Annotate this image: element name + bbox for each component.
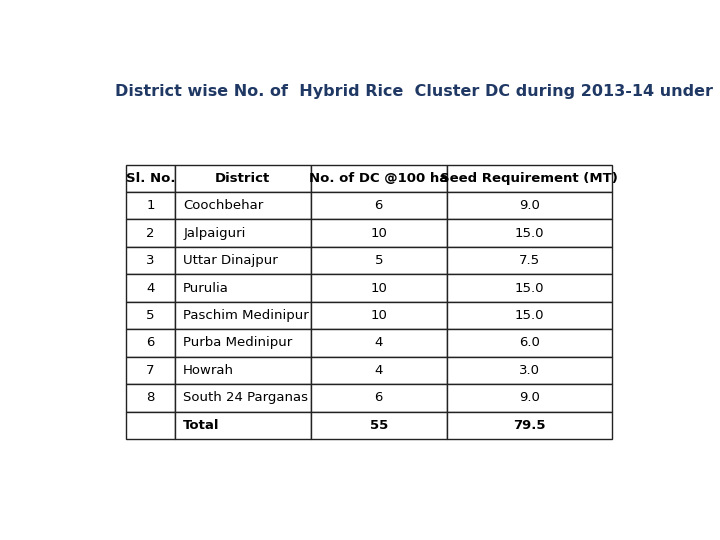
Text: District: District: [215, 172, 271, 185]
Bar: [311, 247, 446, 274]
Text: Seed Requirement (MT): Seed Requirement (MT): [440, 172, 618, 185]
Bar: [446, 329, 612, 357]
Text: 4: 4: [146, 281, 155, 295]
Text: 9.0: 9.0: [519, 199, 539, 212]
Text: 4: 4: [374, 364, 383, 377]
Bar: [126, 192, 175, 219]
Text: 5: 5: [374, 254, 383, 267]
Bar: [311, 302, 446, 329]
Text: 10: 10: [370, 227, 387, 240]
Bar: [311, 329, 446, 357]
Text: Purulia: Purulia: [183, 281, 229, 295]
Bar: [126, 247, 175, 274]
Bar: [311, 165, 446, 192]
Bar: [175, 357, 311, 384]
Text: 15.0: 15.0: [515, 227, 544, 240]
Bar: [311, 274, 446, 302]
Text: 5: 5: [146, 309, 155, 322]
Text: 7: 7: [146, 364, 155, 377]
Bar: [311, 411, 446, 439]
Bar: [175, 247, 311, 274]
Bar: [446, 247, 612, 274]
Bar: [126, 384, 175, 411]
Text: 2: 2: [146, 227, 155, 240]
Text: Coochbehar: Coochbehar: [183, 199, 264, 212]
Bar: [175, 165, 311, 192]
Text: District wise No. of  Hybrid Rice  Cluster DC during 2013-14 under NFSM-Rice: District wise No. of Hybrid Rice Cluster…: [115, 84, 720, 98]
Bar: [311, 219, 446, 247]
Bar: [126, 411, 175, 439]
Text: Purba Medinipur: Purba Medinipur: [183, 336, 292, 349]
Text: 10: 10: [370, 309, 387, 322]
Bar: [175, 219, 311, 247]
Text: 79.5: 79.5: [513, 419, 546, 432]
Text: Uttar Dinajpur: Uttar Dinajpur: [183, 254, 278, 267]
Bar: [446, 165, 612, 192]
Bar: [175, 274, 311, 302]
Text: No. of DC @100 ha: No. of DC @100 ha: [309, 172, 449, 185]
Text: Total: Total: [183, 419, 220, 432]
Bar: [126, 302, 175, 329]
Bar: [175, 302, 311, 329]
Text: Jalpaiguri: Jalpaiguri: [183, 227, 246, 240]
Text: 6: 6: [374, 199, 383, 212]
Text: Howrah: Howrah: [183, 364, 234, 377]
Bar: [311, 357, 446, 384]
Text: 4: 4: [374, 336, 383, 349]
Bar: [446, 302, 612, 329]
Bar: [446, 219, 612, 247]
Text: 6: 6: [146, 336, 155, 349]
Bar: [175, 192, 311, 219]
Text: 6: 6: [374, 392, 383, 404]
Text: 1: 1: [146, 199, 155, 212]
Bar: [446, 384, 612, 411]
Bar: [126, 219, 175, 247]
Text: 10: 10: [370, 281, 387, 295]
Bar: [175, 329, 311, 357]
Bar: [175, 384, 311, 411]
Text: South 24 Parganas: South 24 Parganas: [183, 392, 308, 404]
Text: 3.0: 3.0: [518, 364, 540, 377]
Bar: [126, 329, 175, 357]
Bar: [126, 357, 175, 384]
Text: 6.0: 6.0: [519, 336, 539, 349]
Bar: [126, 274, 175, 302]
Text: 15.0: 15.0: [515, 309, 544, 322]
Text: Sl. No.: Sl. No.: [126, 172, 175, 185]
Bar: [311, 192, 446, 219]
Bar: [126, 165, 175, 192]
Text: 55: 55: [369, 419, 388, 432]
Text: 15.0: 15.0: [515, 281, 544, 295]
Bar: [446, 411, 612, 439]
Bar: [175, 411, 311, 439]
Bar: [446, 192, 612, 219]
Text: 3: 3: [146, 254, 155, 267]
Text: 7.5: 7.5: [518, 254, 540, 267]
Text: 9.0: 9.0: [519, 392, 539, 404]
Text: 8: 8: [146, 392, 155, 404]
Bar: [311, 384, 446, 411]
Bar: [446, 357, 612, 384]
Bar: [446, 274, 612, 302]
Text: Paschim Medinipur: Paschim Medinipur: [183, 309, 309, 322]
